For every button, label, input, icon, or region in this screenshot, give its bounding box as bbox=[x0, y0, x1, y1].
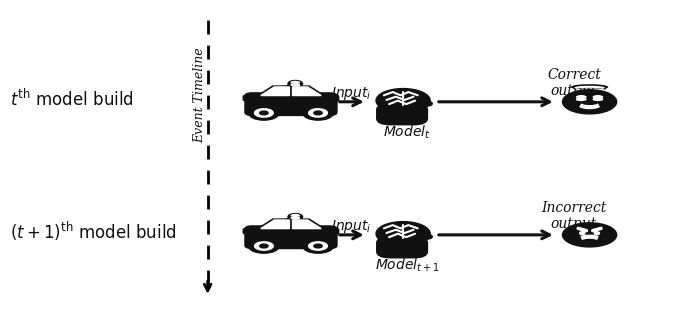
FancyBboxPatch shape bbox=[377, 237, 428, 258]
Circle shape bbox=[314, 111, 322, 115]
Text: $Input_i$: $Input_i$ bbox=[331, 218, 372, 235]
Circle shape bbox=[260, 244, 268, 248]
Ellipse shape bbox=[594, 232, 599, 235]
Ellipse shape bbox=[577, 98, 586, 100]
Circle shape bbox=[249, 106, 279, 119]
Polygon shape bbox=[271, 82, 300, 92]
FancyBboxPatch shape bbox=[250, 243, 332, 249]
Circle shape bbox=[288, 214, 302, 220]
Polygon shape bbox=[271, 215, 300, 225]
FancyBboxPatch shape bbox=[323, 95, 339, 101]
Text: $Model_{t+1}$: $Model_{t+1}$ bbox=[375, 257, 440, 274]
Polygon shape bbox=[261, 220, 289, 229]
Circle shape bbox=[272, 220, 281, 225]
Polygon shape bbox=[257, 219, 325, 229]
Circle shape bbox=[304, 239, 332, 253]
Wedge shape bbox=[291, 84, 300, 86]
Ellipse shape bbox=[580, 232, 585, 235]
Circle shape bbox=[422, 234, 433, 239]
Circle shape bbox=[288, 81, 302, 87]
Circle shape bbox=[314, 244, 322, 248]
Circle shape bbox=[563, 223, 617, 247]
Wedge shape bbox=[273, 89, 279, 91]
Circle shape bbox=[422, 101, 433, 106]
FancyBboxPatch shape bbox=[245, 93, 337, 115]
Circle shape bbox=[563, 90, 617, 114]
Circle shape bbox=[309, 242, 328, 250]
Text: Incorrect
output: Incorrect output bbox=[541, 201, 607, 232]
Text: $(t+1)^{\rm th}$ model build: $(t+1)^{\rm th}$ model build bbox=[10, 220, 176, 243]
Text: Event Timeline: Event Timeline bbox=[193, 48, 206, 143]
Wedge shape bbox=[291, 215, 300, 217]
Wedge shape bbox=[291, 217, 300, 219]
Circle shape bbox=[272, 88, 281, 92]
FancyBboxPatch shape bbox=[245, 226, 337, 249]
Circle shape bbox=[376, 222, 430, 246]
Circle shape bbox=[304, 106, 332, 119]
Text: $t^{\rm th}$ model build: $t^{\rm th}$ model build bbox=[10, 88, 134, 109]
Polygon shape bbox=[261, 87, 289, 95]
FancyBboxPatch shape bbox=[250, 110, 332, 115]
Text: $Input_i$: $Input_i$ bbox=[331, 85, 372, 102]
Wedge shape bbox=[291, 82, 300, 84]
Polygon shape bbox=[293, 87, 321, 95]
Text: Correct
output: Correct output bbox=[547, 68, 601, 98]
Circle shape bbox=[249, 239, 279, 253]
Circle shape bbox=[260, 111, 268, 115]
Ellipse shape bbox=[593, 98, 603, 100]
Circle shape bbox=[255, 109, 273, 117]
Wedge shape bbox=[273, 221, 279, 224]
FancyBboxPatch shape bbox=[243, 228, 260, 234]
Circle shape bbox=[255, 242, 273, 250]
Ellipse shape bbox=[384, 237, 410, 246]
Polygon shape bbox=[293, 220, 321, 229]
Circle shape bbox=[376, 89, 430, 113]
Polygon shape bbox=[257, 86, 325, 96]
Text: $Model_t$: $Model_t$ bbox=[384, 124, 431, 141]
FancyBboxPatch shape bbox=[243, 95, 260, 101]
Circle shape bbox=[309, 109, 328, 117]
Ellipse shape bbox=[384, 104, 410, 113]
FancyBboxPatch shape bbox=[323, 228, 339, 234]
FancyBboxPatch shape bbox=[377, 104, 428, 125]
